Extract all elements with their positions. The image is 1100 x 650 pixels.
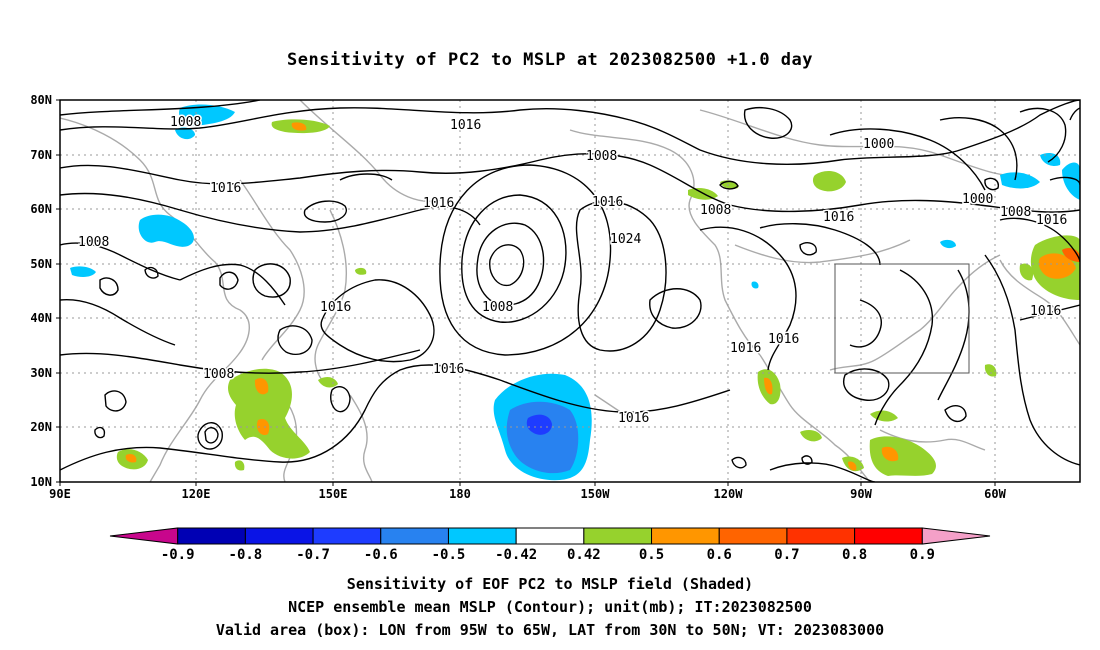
colorbar-swatch [109, 527, 179, 545]
contour-label: 1016 [730, 341, 761, 356]
colorbar-swatch [380, 527, 449, 545]
contour-label: 1016 [433, 362, 464, 377]
contour-label: 1008 [170, 115, 201, 130]
lon-tick-label: 120W [714, 487, 744, 501]
plot-area: 1008 1016 1008 1016 1008 1016 1016 1008 … [60, 100, 1080, 482]
contour-label: 1008 [1000, 205, 1031, 220]
colorbar-swatch [854, 527, 923, 545]
colorbar: -0.9 -0.8 -0.7 -0.6 -0.5 -0.42 0.42 0.5 0.6 0.7 0.… [109, 527, 991, 563]
lat-tick-label: 60N [30, 202, 52, 216]
shading-positive [116, 119, 1080, 476]
caption-line-2: NCEP ensemble mean MSLP (Contour); unit(… [288, 598, 812, 616]
lat-tick-label: 70N [30, 148, 52, 162]
lat-tick-label: 80N [30, 93, 52, 107]
lon-tick-label: 90W [850, 487, 872, 501]
lat-tick-label: 40N [30, 311, 52, 325]
colorbar-label: 0.9 [910, 547, 935, 563]
lon-tick-label: 60W [984, 487, 1006, 501]
contour-label: 1016 [1036, 213, 1067, 228]
lon-tick-label: 150W [581, 487, 611, 501]
colorbar-label: 0.42 [567, 547, 601, 563]
lon-tick-label: 90E [49, 487, 71, 501]
colorbar-swatch [718, 527, 788, 545]
contour-label: 1016 [823, 210, 854, 225]
colorbar-swatch [177, 527, 246, 545]
colorbar-label: 0.7 [774, 547, 799, 563]
plot-frame [59, 99, 1081, 483]
contour-label: 1000 [962, 192, 993, 207]
lon-tick-label: 150E [319, 487, 348, 501]
colorbar-label: 0.6 [707, 547, 732, 563]
lon-tick-label: 180 [449, 487, 471, 501]
colorbar-label: -0.9 [161, 547, 195, 563]
colorbar-swatch [515, 527, 585, 545]
contour-label: 1008 [203, 367, 234, 382]
contour-label: 1016 [618, 411, 649, 426]
lat-tick-label: 10N [30, 475, 52, 489]
lon-tick-label: 120E [182, 487, 211, 501]
colorbar-swatch [447, 527, 517, 545]
contour-label: 1024 [610, 232, 641, 247]
colorbar-label: -0.5 [432, 547, 466, 563]
contour-label: 1008 [700, 203, 731, 218]
colorbar-swatch [921, 527, 991, 545]
contour-label: 1016 [210, 181, 241, 196]
contour-labels: 1008 1016 1008 1016 1008 1016 1016 1008 … [77, 114, 1069, 428]
mslp-contours [60, 100, 1080, 482]
tick-marks [56, 99, 996, 486]
valid-area-box [834, 263, 970, 374]
contour-label: 1000 [863, 137, 894, 152]
colorbar-swatch [786, 527, 856, 545]
contour-label: 1016 [1030, 304, 1061, 319]
lat-tick-label: 30N [30, 366, 52, 380]
colorbar-swatch [583, 527, 653, 545]
contour-label: 1008 [482, 300, 513, 315]
caption-line-3: Valid area (box): LON from 95W to 65W, L… [215, 621, 885, 639]
lon-axis: 90E 120E 150E 180 150W 120W 90W 60W [49, 487, 1006, 501]
colorbar-label: -0.7 [296, 547, 330, 563]
contour-label: 1008 [78, 235, 109, 250]
lat-axis: 80N 70N 60N 50N 40N 30N 20N 10N [30, 93, 52, 489]
page-title: Sensitivity of PC2 to MSLP at 2023082500… [286, 50, 813, 70]
shading-negative [70, 104, 1080, 481]
colorbar-label: 0.8 [842, 547, 867, 563]
colorbar-swatch [312, 527, 382, 545]
colorbar-label: 0.5 [639, 547, 664, 563]
contour-label: 1016 [592, 195, 623, 210]
contour-label: 1016 [320, 300, 351, 315]
contour-label: 1016 [768, 332, 799, 347]
colorbar-label: -0.8 [229, 547, 263, 563]
contour-label: 1016 [450, 118, 481, 133]
lat-tick-label: 50N [30, 257, 52, 271]
colorbar-swatch [651, 527, 720, 545]
contour-label: 1016 [423, 196, 454, 211]
lat-tick-label: 20N [30, 420, 52, 434]
colorbar-label: -0.6 [364, 547, 398, 563]
contour-label: 1008 [586, 149, 617, 164]
colorbar-swatch [244, 527, 314, 545]
caption-line-1: Sensitivity of EOF PC2 to MSLP field (Sh… [346, 575, 754, 593]
colorbar-label: -0.42 [495, 547, 537, 563]
